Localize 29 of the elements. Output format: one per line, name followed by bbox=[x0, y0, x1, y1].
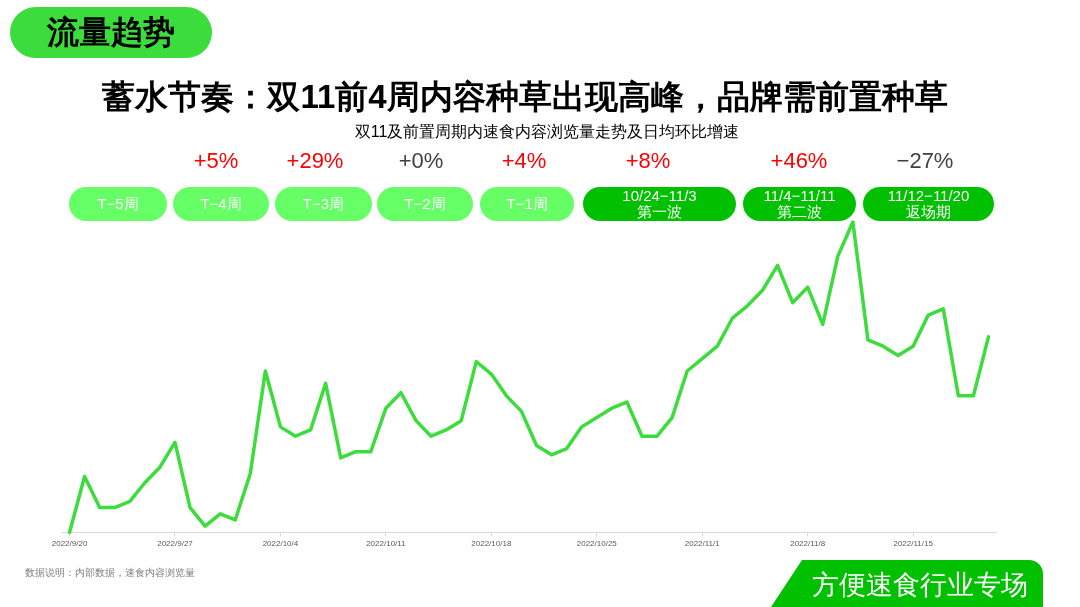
text: +29% bbox=[286, 148, 344, 174]
text: −27% bbox=[896, 148, 954, 174]
pill-badge: 10/24−11/3 第一波 bbox=[583, 187, 736, 221]
pill-badge: T−5周 bbox=[69, 187, 167, 221]
x-tick-label: 2022/9/20 bbox=[51, 539, 88, 549]
text: +4% bbox=[501, 148, 547, 174]
text: 方便速食行业专场 bbox=[812, 569, 1028, 601]
text: 流量趋势 bbox=[47, 13, 175, 51]
x-tick-label: 2022/10/18 bbox=[471, 539, 512, 549]
text: +46% bbox=[770, 148, 828, 174]
text: +5% bbox=[193, 148, 239, 174]
x-tick-label: 2022/9/27 bbox=[157, 539, 194, 549]
pill-badge: T−3周 bbox=[275, 187, 372, 221]
text: +8% bbox=[625, 148, 671, 174]
chart-title: 蓄水节奏：双11前4周内容种草出现高峰，品牌需前置种草 bbox=[102, 77, 948, 117]
x-tick-label: 2022/11/1 bbox=[684, 539, 721, 549]
pill-badge: T−2周 bbox=[377, 187, 473, 221]
pill-badge: T−1周 bbox=[480, 187, 574, 221]
x-tick-label: 2022/11/8 bbox=[790, 539, 826, 549]
x-tick-label: 2022/10/25 bbox=[576, 539, 618, 549]
x-tick-label: 2022/10/11 bbox=[366, 539, 407, 549]
x-tick-label: 2022/11/15 bbox=[893, 539, 934, 549]
pill-badge: 11/12−11/20 返场期 bbox=[863, 187, 994, 221]
chart-subtitle: 双11及前置周期内速食内容浏览量走势及日均环比增速 bbox=[354, 122, 740, 142]
pill-badge: T−4周 bbox=[173, 187, 269, 221]
pill-badge: 11/4−11/11 第二波 bbox=[743, 187, 856, 221]
x-tick-label: 2022/10/4 bbox=[262, 539, 299, 549]
text: 数据说明：内部数据，速食内容浏览量 bbox=[25, 566, 195, 579]
text: +0% bbox=[398, 148, 444, 174]
